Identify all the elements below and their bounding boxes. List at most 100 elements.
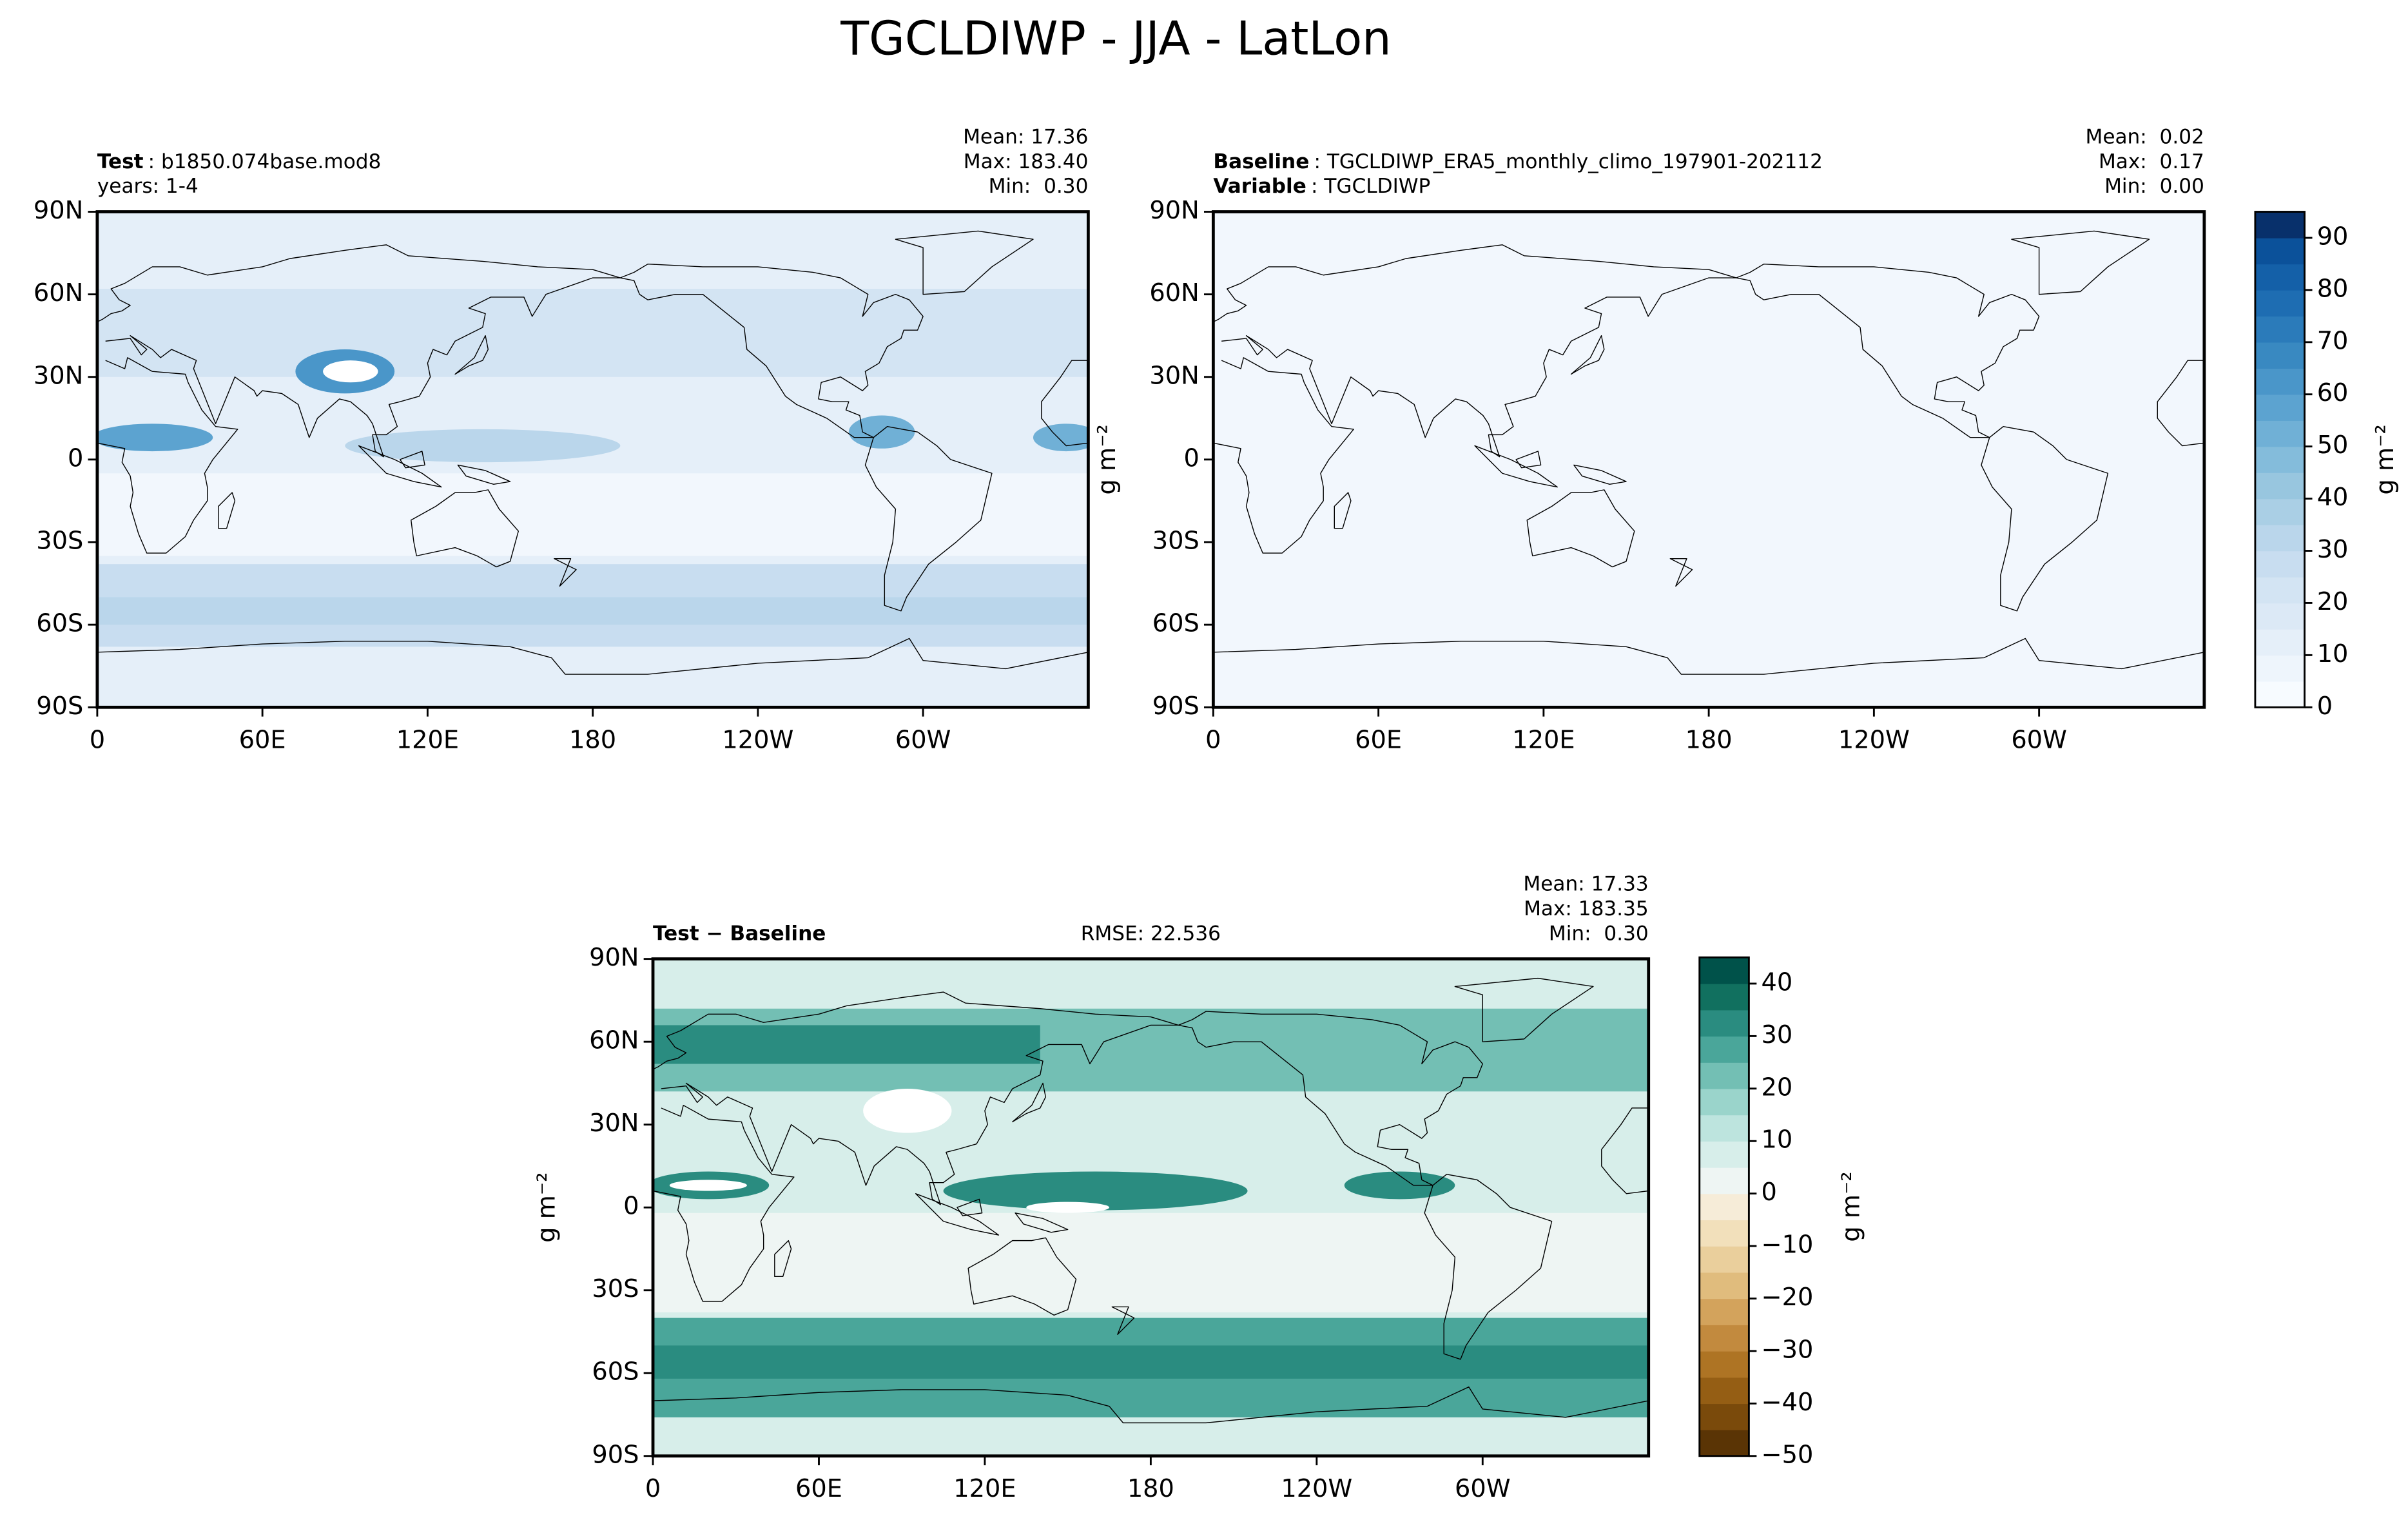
colorbar-segment: [2255, 498, 2305, 525]
colorbar-segment: [2255, 628, 2305, 656]
colorbar-segment: [1699, 1009, 1749, 1037]
panel-rmse: RMSE: 22.536: [1081, 922, 1221, 945]
colorbar-segment: [1699, 1088, 1749, 1116]
panel-stat: Mean: 17.36: [963, 126, 1088, 149]
colorbar-segment: [1699, 1167, 1749, 1194]
colorbar-segment: [2255, 525, 2305, 552]
heading-text: : TGCLDIWP: [1311, 175, 1430, 198]
colorbar-tick-label: 60: [2317, 378, 2349, 407]
heading-bold: Test: [97, 150, 144, 173]
colorbar-segment: [1699, 957, 1749, 984]
y-tick-label: 90S: [1152, 692, 1199, 721]
colorbar-segment: [2255, 368, 2305, 395]
colorbar-segment: [2255, 264, 2305, 291]
colorbar-segment: [2255, 342, 2305, 369]
panel-heading: Test: b1850.074base.mod8: [97, 150, 381, 173]
panel-stat: Min: 0.30: [1549, 922, 1649, 945]
y-tick-label: 30S: [1152, 527, 1199, 556]
colorbar-segment: [1699, 1298, 1749, 1325]
map-field: [1213, 211, 2204, 708]
panel-stat: Min: 0.30: [989, 175, 1089, 198]
panel-heading: Variable: TGCLDIWP: [1213, 175, 1430, 198]
colorbar-tick-label: 30: [1762, 1020, 1793, 1049]
y-tick-label: 0: [623, 1192, 639, 1221]
y-tick-label: 90N: [589, 943, 639, 972]
colorbar-tick-label: −10: [1762, 1231, 1814, 1260]
colorbar-segment: [1699, 1246, 1749, 1273]
figure-title: TGCLDIWP - JJA - LatLon: [840, 12, 1391, 66]
x-tick-label: 120W: [722, 725, 793, 754]
colorbar-tick-label: 50: [2317, 431, 2349, 460]
colorbar-segment: [2255, 681, 2305, 708]
colorbar-tick-label: 40: [1762, 968, 1793, 997]
colorbar-tick-label: −40: [1762, 1388, 1814, 1417]
colorbar-label: g m⁻²: [1836, 1171, 1865, 1241]
colorbar-tick-label: 20: [1762, 1073, 1793, 1102]
colorbar-segment: [2255, 394, 2305, 421]
colorbar-segment: [1699, 1036, 1749, 1063]
colorbar-tick-label: 10: [1762, 1125, 1793, 1154]
colorbar-tick-label: 10: [2317, 639, 2349, 668]
colorbar-segment: [1699, 1220, 1749, 1247]
x-tick-label: 120E: [396, 725, 459, 754]
colorbar-segment: [1699, 1377, 1749, 1405]
x-tick-label: 60W: [2011, 725, 2067, 754]
y-tick-label: 60S: [36, 609, 83, 638]
colorbar-segment: [2255, 446, 2305, 473]
heading-bold: Variable: [1213, 175, 1306, 198]
colorbar-segment: [2255, 655, 2305, 682]
colorbar-tick-label: −50: [1762, 1440, 1814, 1469]
y-tick-label: 60N: [34, 278, 83, 307]
y-tick-label: 30N: [34, 361, 83, 390]
colorbar-segment: [2255, 237, 2305, 265]
y-tick-label: 60S: [1152, 609, 1199, 638]
y-tick-label: 90N: [34, 196, 83, 225]
y-axis-label: g m⁻²: [532, 1173, 561, 1243]
heading-bold: Test − Baseline: [653, 922, 826, 945]
colorbar-segment: [2255, 576, 2305, 604]
colorbar-segment: [2255, 420, 2305, 447]
colorbar-tick-label: 20: [2317, 587, 2349, 616]
panel-stat: Max: 0.17: [2099, 150, 2204, 173]
y-tick-label: 90N: [1149, 196, 1199, 225]
colorbar-segment: [2255, 472, 2305, 500]
y-tick-label: 30N: [589, 1109, 639, 1138]
panel-stat: Min: 0.00: [2104, 175, 2204, 198]
x-tick-label: 0: [645, 1474, 661, 1503]
colorbar-tick-label: 0: [1762, 1178, 1777, 1207]
colorbar-tick-label: 90: [2317, 222, 2349, 251]
x-tick-label: 60W: [1455, 1474, 1511, 1503]
x-tick-label: 180: [1685, 725, 1733, 754]
colorbar-segment: [1699, 1430, 1749, 1457]
x-tick-label: 120W: [1281, 1474, 1352, 1503]
map-field: [92, 211, 1099, 708]
y-tick-label: 30S: [36, 527, 83, 556]
colorbar-segment: [1699, 1193, 1749, 1221]
panel-stat: Max: 183.40: [964, 150, 1089, 173]
x-tick-label: 180: [569, 725, 616, 754]
map-field: [647, 958, 1648, 1456]
x-tick-label: 60W: [895, 725, 951, 754]
colorbar-segment: [2255, 316, 2305, 343]
y-tick-label: 0: [1183, 443, 1199, 472]
y-tick-label: 60N: [1149, 278, 1199, 307]
colorbar-segment: [1699, 1141, 1749, 1168]
colorbar-frame: [1698, 956, 1750, 1457]
colorbar-tick-label: 30: [2317, 535, 2349, 564]
y-tick-label: 90S: [592, 1440, 639, 1469]
y-tick-label: 60S: [592, 1357, 639, 1387]
heading-text: : b1850.074base.mod8: [148, 150, 382, 173]
colorbar-segment: [2255, 289, 2305, 317]
panel-heading: Test − Baseline: [653, 922, 826, 945]
panel-stat: Max: 183.35: [1524, 897, 1649, 920]
y-tick-label: 90S: [36, 692, 83, 721]
x-tick-label: 60E: [795, 1474, 842, 1503]
colorbar-segment: [2255, 211, 2305, 238]
panel-stat: Mean: 17.33: [1523, 873, 1648, 896]
y-tick-label: 0: [68, 443, 83, 472]
x-tick-label: 0: [90, 725, 105, 754]
x-tick-label: 120E: [1512, 725, 1575, 754]
colorbar-label: g m⁻²: [2371, 424, 2400, 494]
colorbar-segment: [1699, 1350, 1749, 1378]
